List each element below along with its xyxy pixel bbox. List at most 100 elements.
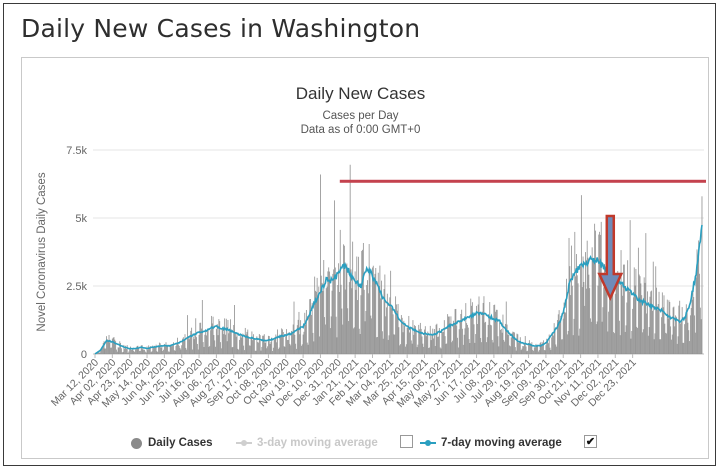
daily-case-bar (515, 350, 517, 354)
daily-case-bar (370, 315, 372, 354)
daily-case-bar (361, 250, 363, 354)
daily-case-bar (300, 320, 302, 354)
daily-case-bar (271, 337, 273, 354)
daily-case-bar (526, 351, 528, 354)
daily-case-bar (148, 345, 150, 354)
daily-case-bar (112, 337, 114, 354)
daily-case-bar (243, 345, 245, 354)
daily-case-bar (288, 332, 290, 354)
daily-case-bar (154, 347, 156, 354)
daily-case-bar (161, 345, 163, 354)
daily-case-bar (178, 345, 180, 354)
3day-average-checkbox[interactable] (400, 435, 413, 448)
legend-daily-cases[interactable]: Daily Cases (131, 432, 213, 454)
daily-case-bar (687, 322, 689, 354)
daily-case-bar (504, 341, 506, 354)
daily-case-bar (169, 344, 171, 354)
daily-case-bar (206, 330, 208, 354)
daily-case-bar (272, 347, 274, 354)
daily-case-bar (245, 334, 247, 354)
daily-case-bar (593, 258, 595, 354)
daily-case-bar (145, 352, 147, 354)
daily-case-bar (564, 312, 566, 354)
daily-case-bar (127, 352, 129, 354)
daily-case-bar (146, 346, 148, 354)
daily-case-bar (329, 328, 331, 354)
daily-case-bar (268, 336, 270, 354)
daily-case-bar (601, 321, 603, 354)
daily-case-bar (659, 339, 661, 354)
daily-case-bar (379, 265, 381, 354)
daily-case-bar (116, 351, 118, 354)
daily-case-bar (559, 320, 561, 354)
daily-case-bar (330, 316, 332, 354)
daily-case-bar (400, 315, 402, 354)
daily-case-bar (211, 323, 213, 354)
daily-case-bar (590, 318, 591, 354)
daily-case-bar (251, 331, 253, 354)
daily-case-bar (147, 349, 149, 354)
daily-case-bar (258, 334, 260, 354)
chart-legend: Daily Cases 3-day moving average 7-day m… (0, 432, 721, 454)
daily-case-bar (475, 334, 477, 354)
daily-case-bar (443, 331, 444, 354)
daily-case-bar (98, 352, 100, 354)
daily-case-bar (371, 318, 373, 354)
daily-case-bar (279, 334, 281, 354)
daily-case-bar (500, 328, 502, 354)
daily-case-bar (528, 343, 529, 354)
3day-average-marker (236, 438, 252, 448)
daily-case-bar (607, 331, 609, 354)
daily-case-bar (551, 337, 553, 354)
daily-case-bar (276, 342, 278, 354)
daily-case-bar (387, 339, 389, 354)
daily-case-bar (152, 345, 154, 354)
daily-case-bar (460, 314, 462, 354)
daily-case-bar (381, 280, 382, 354)
daily-case-bar (683, 342, 685, 354)
daily-case-bar (261, 346, 263, 354)
daily-case-bar (381, 331, 383, 354)
daily-case-bar (509, 346, 511, 354)
daily-case-bar (457, 337, 458, 354)
daily-case-bar (628, 291, 630, 354)
daily-case-bar (408, 315, 410, 354)
daily-case-bar (149, 347, 150, 354)
daily-case-bar (577, 283, 579, 354)
daily-case-bar (436, 323, 438, 354)
daily-case-bar (149, 346, 151, 354)
daily-case-bar (591, 247, 593, 354)
daily-case-bar (423, 346, 425, 354)
daily-case-bar (696, 249, 698, 354)
daily-case-bar (522, 346, 524, 354)
daily-case-bar (685, 315, 686, 354)
legend-3day-average[interactable]: 3-day moving average (236, 432, 378, 454)
daily-case-bar (277, 329, 278, 354)
daily-case-bar (353, 328, 354, 354)
daily-case-bar (632, 308, 634, 354)
daily-case-bar (561, 339, 563, 354)
legend-7day-average[interactable]: 7-day moving average (420, 432, 562, 454)
daily-case-bar (111, 338, 113, 354)
daily-case-bar (400, 344, 401, 354)
daily-case-bar (420, 328, 422, 354)
daily-case-bar (620, 250, 622, 354)
daily-case-bar (380, 298, 382, 354)
y-tick-label: 0 (81, 349, 87, 361)
daily-case-bar (309, 299, 311, 354)
daily-case-bar (356, 256, 358, 354)
daily-case-bar (699, 307, 701, 354)
daily-case-bar (445, 343, 447, 354)
daily-case-bar (614, 293, 616, 354)
daily-case-bar (570, 295, 572, 354)
7day-average-checkbox[interactable]: ✔ (584, 435, 597, 448)
daily-case-bar (372, 265, 374, 354)
daily-case-bar (510, 337, 512, 354)
daily-case-bar (256, 336, 258, 354)
daily-case-bar (602, 307, 604, 354)
daily-case-bar (201, 328, 202, 354)
chart-subtitle: Cases per Day (322, 110, 399, 122)
daily-case-bar (334, 267, 336, 354)
daily-case-bar (599, 231, 601, 354)
daily-case-bar (318, 286, 320, 354)
